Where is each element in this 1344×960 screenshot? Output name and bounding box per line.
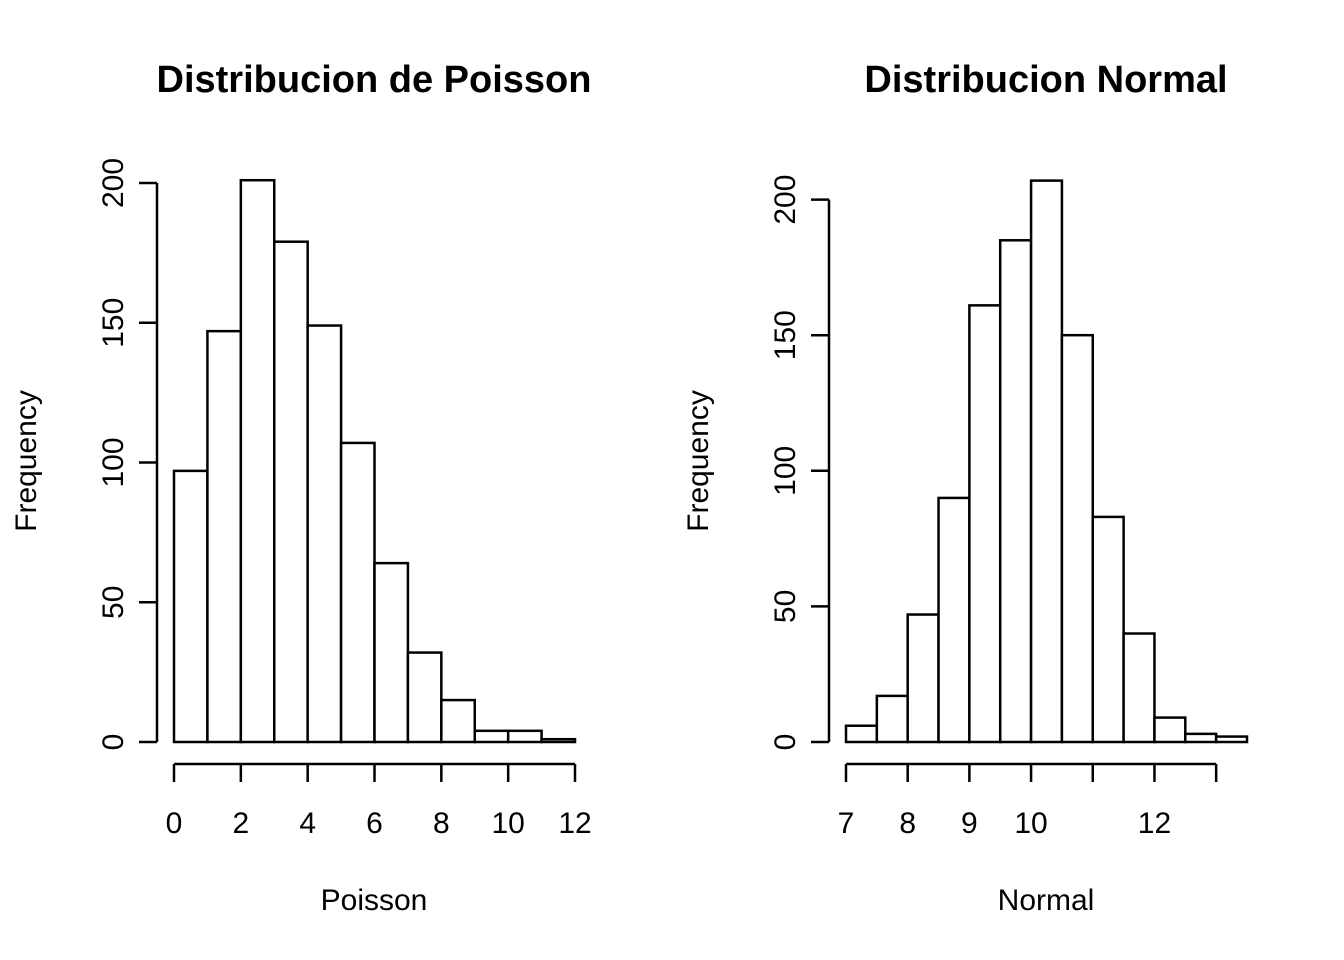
poisson-x-tick-label: 2	[232, 807, 249, 840]
normal-x-tick-label: 12	[1138, 807, 1171, 840]
poisson-x-tick-label: 0	[166, 807, 183, 840]
normal-ylabel: Frequency	[682, 390, 715, 532]
poisson-y-tick-label: 200	[97, 158, 130, 208]
normal-bar	[1184, 732, 1218, 744]
poisson-x-axis: 0 2 4 6 8 10 12	[166, 762, 592, 840]
poisson-x-tick-label: 6	[366, 807, 383, 840]
normal-x-tick-label: 9	[961, 807, 978, 840]
poisson-y-tick-label: 100	[97, 437, 130, 487]
normal-y-tick-label: 50	[769, 590, 802, 623]
poisson-bars	[172, 178, 577, 744]
poisson-bar	[473, 729, 510, 744]
normal-bar	[1214, 735, 1249, 744]
normal-bar	[1122, 632, 1156, 744]
poisson-x-tick-label: 4	[299, 807, 316, 840]
normal-panel: Distribucion Normal Normal Frequency 7 8 9…	[682, 59, 1249, 917]
poisson-title: Distribucion de Poisson	[157, 59, 592, 101]
normal-title: Distribucion Normal	[864, 59, 1227, 101]
normal-x-tick-label: 8	[899, 807, 916, 840]
normal-x-tick-label: 10	[1014, 807, 1047, 840]
poisson-bar	[306, 324, 343, 744]
poisson-bar	[406, 651, 443, 744]
normal-bar	[937, 496, 971, 744]
normal-bar	[998, 239, 1033, 744]
poisson-y-tick-label: 150	[97, 298, 130, 348]
poisson-x-tick-label: 8	[433, 807, 450, 840]
normal-y-axis: 0 50 100 150 200	[769, 175, 831, 751]
normal-bar	[1153, 716, 1187, 744]
normal-xlabel: Normal	[998, 884, 1095, 917]
poisson-bar	[206, 329, 243, 744]
poisson-panel: Distribucion de Poisson Poisson Frequenc…	[10, 59, 592, 917]
poisson-xlabel: Poisson	[321, 884, 428, 917]
poisson-y-axis: 0 50 100 150 200	[97, 158, 159, 751]
poisson-bar	[506, 729, 543, 744]
normal-bar	[1091, 515, 1125, 744]
normal-x-tick-label: 7	[838, 807, 855, 840]
normal-bar	[968, 304, 1002, 744]
normal-y-tick-label: 200	[769, 175, 802, 225]
poisson-bar	[273, 240, 309, 744]
normal-bar	[1029, 179, 1064, 744]
normal-y-tick-label: 100	[769, 446, 802, 496]
normal-y-tick-label: 150	[769, 310, 802, 360]
normal-bar	[875, 694, 909, 744]
poisson-bar	[373, 561, 410, 744]
poisson-bar	[339, 441, 376, 744]
poisson-x-tick-label: 10	[491, 807, 524, 840]
poisson-y-tick-label: 0	[97, 734, 130, 751]
normal-bar	[1060, 333, 1095, 744]
poisson-bar	[172, 469, 209, 744]
normal-x-axis: 7 8 9 10 12	[838, 762, 1218, 840]
poisson-bar	[239, 178, 276, 744]
normal-bar	[844, 724, 879, 744]
normal-y-tick-label: 0	[769, 734, 802, 751]
poisson-y-tick-label: 50	[97, 586, 130, 619]
poisson-bar	[440, 698, 477, 744]
poisson-bar	[540, 737, 577, 744]
normal-bar	[906, 613, 940, 744]
poisson-ylabel: Frequency	[10, 390, 43, 532]
poisson-x-tick-label: 12	[558, 807, 591, 840]
normal-bars	[844, 179, 1249, 744]
